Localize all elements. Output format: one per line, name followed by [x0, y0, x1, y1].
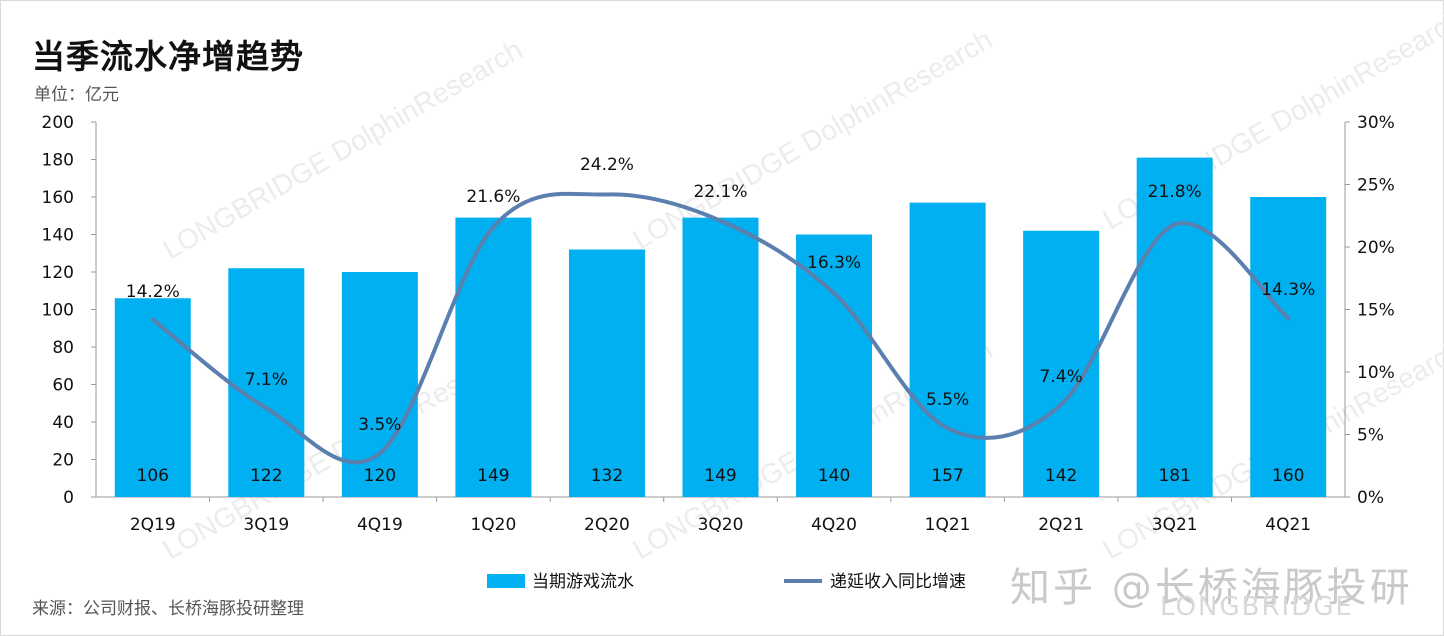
bar-value-label: 122 — [250, 466, 282, 486]
line-value-label: 14.2% — [126, 282, 180, 302]
bar — [1250, 197, 1327, 497]
line-value-label: 22.1% — [693, 182, 747, 202]
y-tick-label: 40 — [52, 413, 74, 433]
bar-value-label: 132 — [591, 466, 623, 486]
line-point — [491, 225, 495, 229]
legend-label-bar: 当期游戏流水 — [532, 572, 634, 592]
line-value-label: 3.5% — [358, 415, 401, 435]
x-tick-label: 1Q20 — [470, 515, 516, 535]
x-tick-label: 2Q20 — [584, 515, 630, 535]
bar — [682, 217, 759, 497]
bar — [568, 249, 645, 497]
line-value-label: 24.2% — [580, 155, 634, 175]
y-tick-label: 100 — [42, 301, 74, 321]
y2-tick-label: 10% — [1357, 363, 1395, 383]
y-tick-label: 180 — [42, 151, 74, 171]
y2-tick-label: 0% — [1357, 488, 1384, 508]
x-tick-label: 4Q20 — [811, 515, 857, 535]
bar-value-label: 160 — [1272, 466, 1304, 486]
x-tick-label: 2Q19 — [130, 515, 176, 535]
line-value-label: 7.4% — [1040, 367, 1083, 387]
bar — [1136, 157, 1213, 497]
bar-value-label: 181 — [1158, 466, 1190, 486]
line-point — [1059, 403, 1063, 406]
line-value-label: 21.8% — [1148, 182, 1202, 202]
line-point — [264, 406, 268, 410]
bar — [909, 202, 986, 497]
y2-tick-label: 15% — [1357, 301, 1395, 321]
y-tick-label: 80 — [52, 338, 74, 358]
y-tick-label: 60 — [52, 376, 74, 396]
line-point — [946, 426, 950, 430]
y2-tick-label: 20% — [1357, 238, 1395, 258]
x-tick-label: 2Q21 — [1038, 515, 1084, 535]
bar-value-label: 149 — [704, 466, 736, 486]
chart-title: 当季流水净增趋势 — [32, 37, 304, 76]
y-tick-label: 20 — [52, 451, 74, 471]
bar — [796, 234, 873, 497]
y2-tick-label: 30% — [1357, 113, 1395, 133]
line-point — [378, 451, 382, 455]
y2-tick-label: 5% — [1357, 426, 1384, 446]
line-value-label: 21.6% — [466, 187, 520, 207]
x-tick-label: 3Q20 — [698, 515, 744, 535]
y-tick-label: 200 — [42, 113, 74, 133]
bar — [455, 217, 532, 497]
y-tick-label: 140 — [42, 226, 74, 246]
bar-value-label: 120 — [364, 466, 396, 486]
x-tick-label: 3Q21 — [1152, 515, 1198, 535]
x-tick-label: 1Q21 — [925, 515, 971, 535]
bar-value-label: 106 — [137, 466, 169, 486]
x-tick-label: 4Q21 — [1265, 515, 1311, 535]
brand-subtext: LONGBRIDGE — [1160, 592, 1354, 622]
line-point — [151, 318, 155, 321]
x-tick-label: 4Q19 — [357, 515, 403, 535]
bar-value-label: 142 — [1045, 466, 1077, 486]
legend-label-line: 递延收入同比增速 — [830, 572, 966, 592]
line-value-label: 5.5% — [926, 390, 969, 410]
bar — [114, 298, 191, 497]
line-value-label: 16.3% — [807, 253, 861, 273]
y-tick-label: 120 — [42, 263, 74, 283]
line-value-label: 14.3% — [1261, 280, 1315, 300]
line-point — [832, 291, 836, 295]
line-value-label: 7.1% — [245, 370, 288, 390]
bar — [1023, 230, 1100, 497]
legend-swatch-bar — [487, 574, 525, 588]
unit-label: 单位：亿元 — [34, 85, 119, 105]
y-tick-label: 0 — [63, 488, 74, 508]
y-tick-label: 160 — [42, 188, 74, 208]
y2-tick-label: 25% — [1357, 176, 1395, 196]
line-point — [719, 219, 722, 223]
line-point — [1286, 316, 1290, 320]
line-point — [1173, 223, 1177, 226]
bar-value-label: 157 — [931, 466, 963, 486]
line-point — [605, 193, 609, 196]
brand-text: 知乎 @长桥海豚投研 — [1010, 565, 1413, 611]
bar — [341, 272, 418, 497]
bar-value-label: 149 — [477, 466, 509, 486]
bar — [228, 268, 305, 497]
x-tick-label: 3Q19 — [243, 515, 289, 535]
source-note: 来源：公司财报、长桥海豚投研整理 — [32, 599, 304, 619]
bar-value-label: 140 — [818, 466, 850, 486]
